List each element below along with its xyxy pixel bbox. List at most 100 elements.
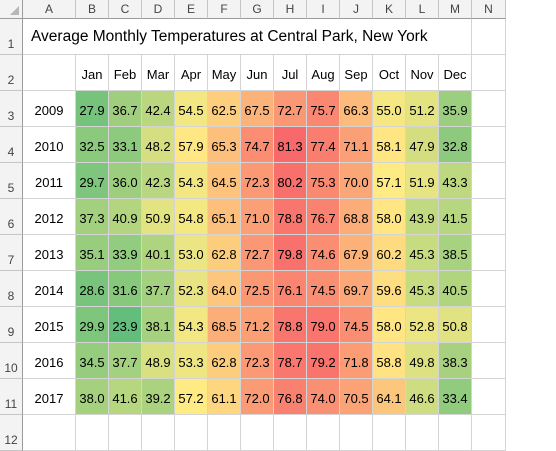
month-header-feb[interactable]: Feb: [109, 55, 142, 91]
temperature-cell[interactable]: 33.1: [109, 127, 142, 163]
temperature-cell[interactable]: 40.9: [109, 199, 142, 235]
temperature-cell[interactable]: 61.1: [208, 379, 241, 415]
column-header-j[interactable]: J: [340, 0, 373, 19]
temperature-cell[interactable]: 29.7: [76, 163, 109, 199]
temperature-cell[interactable]: 54.8: [175, 199, 208, 235]
cell-H12[interactable]: [274, 415, 307, 451]
cell-N8[interactable]: [472, 271, 506, 307]
temperature-cell[interactable]: 40.5: [439, 271, 472, 307]
temperature-cell[interactable]: 58.0: [373, 199, 406, 235]
temperature-cell[interactable]: 48.2: [142, 127, 175, 163]
temperature-cell[interactable]: 58.0: [373, 307, 406, 343]
row-header-7[interactable]: 7: [0, 235, 23, 271]
cell-N11[interactable]: [472, 379, 506, 415]
temperature-cell[interactable]: 51.2: [406, 91, 439, 127]
temperature-cell[interactable]: 75.3: [307, 163, 340, 199]
temperature-cell[interactable]: 31.6: [109, 271, 142, 307]
temperature-cell[interactable]: 64.0: [208, 271, 241, 307]
temperature-cell[interactable]: 68.5: [208, 307, 241, 343]
row-header-8[interactable]: 8: [0, 271, 23, 307]
temperature-cell[interactable]: 55.0: [373, 91, 406, 127]
month-header-sep[interactable]: Sep: [340, 55, 373, 91]
temperature-cell[interactable]: 69.7: [340, 271, 373, 307]
row-header-3[interactable]: 3: [0, 91, 23, 127]
column-header-f[interactable]: F: [208, 0, 241, 19]
temperature-cell[interactable]: 71.1: [340, 127, 373, 163]
temperature-cell[interactable]: 38.3: [439, 343, 472, 379]
column-header-b[interactable]: B: [76, 0, 109, 19]
temperature-cell[interactable]: 75.7: [307, 91, 340, 127]
temperature-cell[interactable]: 33.4: [439, 379, 472, 415]
temperature-cell[interactable]: 78.7: [274, 343, 307, 379]
year-label-2016[interactable]: 2016: [23, 343, 76, 379]
temperature-cell[interactable]: 40.1: [142, 235, 175, 271]
temperature-cell[interactable]: 47.9: [406, 127, 439, 163]
cell-A2[interactable]: [23, 55, 76, 91]
temperature-cell[interactable]: 74.5: [340, 307, 373, 343]
temperature-cell[interactable]: 32.8: [439, 127, 472, 163]
temperature-cell[interactable]: 36.7: [109, 91, 142, 127]
temperature-cell[interactable]: 41.6: [109, 379, 142, 415]
temperature-cell[interactable]: 76.7: [307, 199, 340, 235]
temperature-cell[interactable]: 62.8: [208, 235, 241, 271]
cell-K12[interactable]: [373, 415, 406, 451]
year-label-2013[interactable]: 2013: [23, 235, 76, 271]
temperature-cell[interactable]: 57.2: [175, 379, 208, 415]
year-label-2011[interactable]: 2011: [23, 163, 76, 199]
temperature-cell[interactable]: 35.1: [76, 235, 109, 271]
temperature-cell[interactable]: 65.1: [208, 199, 241, 235]
column-header-k[interactable]: K: [373, 0, 406, 19]
temperature-cell[interactable]: 50.9: [142, 199, 175, 235]
month-header-jul[interactable]: Jul: [274, 55, 307, 91]
temperature-cell[interactable]: 71.2: [241, 307, 274, 343]
cell-N6[interactable]: [472, 199, 506, 235]
row-header-10[interactable]: 10: [0, 343, 23, 379]
cell-D12[interactable]: [142, 415, 175, 451]
year-label-2012[interactable]: 2012: [23, 199, 76, 235]
year-label-2015[interactable]: 2015: [23, 307, 76, 343]
temperature-cell[interactable]: 71.0: [241, 199, 274, 235]
temperature-cell[interactable]: 46.6: [406, 379, 439, 415]
cell-G12[interactable]: [241, 415, 274, 451]
temperature-cell[interactable]: 58.1: [373, 127, 406, 163]
column-header-c[interactable]: C: [109, 0, 142, 19]
temperature-cell[interactable]: 78.8: [274, 199, 307, 235]
year-label-2009[interactable]: 2009: [23, 91, 76, 127]
temperature-cell[interactable]: 32.5: [76, 127, 109, 163]
column-header-n[interactable]: N: [472, 0, 506, 19]
month-header-aug[interactable]: Aug: [307, 55, 340, 91]
temperature-cell[interactable]: 74.5: [307, 271, 340, 307]
temperature-cell[interactable]: 64.5: [208, 163, 241, 199]
cell-L12[interactable]: [406, 415, 439, 451]
temperature-cell[interactable]: 67.5: [241, 91, 274, 127]
cell-J12[interactable]: [340, 415, 373, 451]
temperature-cell[interactable]: 68.8: [340, 199, 373, 235]
cell-B12[interactable]: [76, 415, 109, 451]
temperature-cell[interactable]: 58.8: [373, 343, 406, 379]
month-header-jan[interactable]: Jan: [76, 55, 109, 91]
temperature-cell[interactable]: 39.2: [142, 379, 175, 415]
temperature-cell[interactable]: 29.9: [76, 307, 109, 343]
temperature-cell[interactable]: 79.8: [274, 235, 307, 271]
temperature-cell[interactable]: 51.9: [406, 163, 439, 199]
temperature-cell[interactable]: 59.6: [373, 271, 406, 307]
row-header-5[interactable]: 5: [0, 163, 23, 199]
month-header-dec[interactable]: Dec: [439, 55, 472, 91]
cell-N2[interactable]: [472, 55, 506, 91]
temperature-cell[interactable]: 42.3: [142, 163, 175, 199]
temperature-cell[interactable]: 45.3: [406, 271, 439, 307]
temperature-cell[interactable]: 48.9: [142, 343, 175, 379]
temperature-cell[interactable]: 80.2: [274, 163, 307, 199]
temperature-cell[interactable]: 35.9: [439, 91, 472, 127]
temperature-cell[interactable]: 79.0: [307, 307, 340, 343]
cell-N4[interactable]: [472, 127, 506, 163]
cell-I12[interactable]: [307, 415, 340, 451]
column-header-i[interactable]: I: [307, 0, 340, 19]
year-label-2017[interactable]: 2017: [23, 379, 76, 415]
temperature-cell[interactable]: 81.3: [274, 127, 307, 163]
month-header-jun[interactable]: Jun: [241, 55, 274, 91]
temperature-cell[interactable]: 43.3: [439, 163, 472, 199]
row-header-4[interactable]: 4: [0, 127, 23, 163]
temperature-cell[interactable]: 70.5: [340, 379, 373, 415]
temperature-cell[interactable]: 52.3: [175, 271, 208, 307]
